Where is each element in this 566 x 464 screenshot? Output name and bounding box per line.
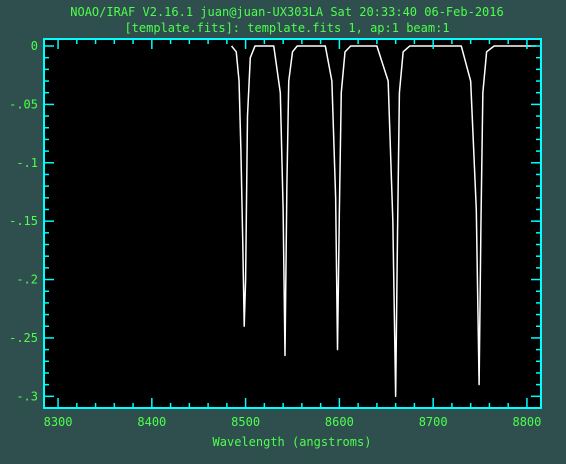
x-axis-label: Wavelength (angstroms): [213, 435, 372, 449]
spectrum-layer: [230, 45, 537, 398]
window-title-line2: [template.fits]: template.fits 1, ap:1 b…: [124, 21, 449, 35]
plot-area: [44, 39, 541, 408]
y-tick-label: -.3: [16, 389, 38, 403]
ticks-layer: 8300 8400 8500 8600 8700 8800 0 -.05 -.1 -.15 -.2 -…: [9, 39, 541, 429]
y-tick-label: -.25: [9, 331, 38, 345]
x-tick-label: 8500: [231, 415, 260, 429]
spectrum-line-0: [230, 45, 537, 398]
y-tick-label: 0: [31, 39, 38, 53]
y-tick-label: -.1: [16, 156, 38, 170]
x-tick-label: 8400: [137, 415, 166, 429]
x-tick-label: 8300: [44, 415, 73, 429]
y-tick-label: -.2: [16, 273, 38, 287]
y-tick-label: -.15: [9, 214, 38, 228]
x-tick-label: 8600: [325, 415, 354, 429]
x-tick-label: 8800: [512, 415, 541, 429]
x-tick-label: 8700: [419, 415, 448, 429]
plot-frame: [43, 38, 542, 409]
window-title-line1: NOAO/IRAF V2.16.1 juan@juan-UX303LA Sat …: [70, 5, 503, 19]
y-tick-label: -.05: [9, 97, 38, 111]
